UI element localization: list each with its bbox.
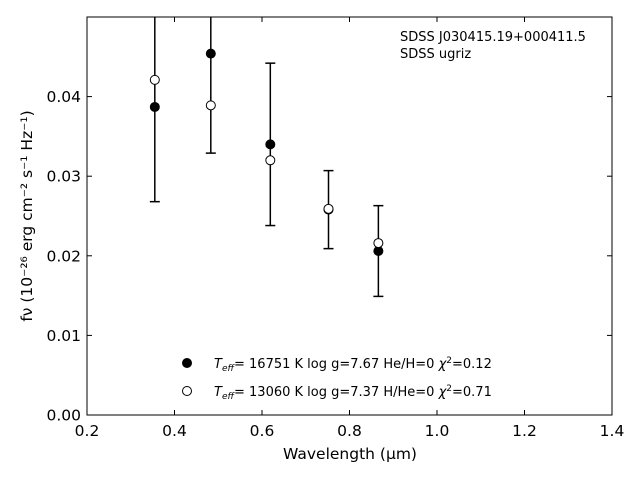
model-point-filled — [205, 48, 216, 59]
x-tick-label: 1.4 — [600, 422, 625, 440]
axis-ticks: 0.2 0.4 0.6 0.8 1.0 1.2 1.4 0.00 0.01 0.02 0.03 0.0… — [46, 17, 624, 440]
legend-label: Teff= 13060 K log g=7.37 H/He=0 χ2=0.71 — [214, 384, 492, 402]
legend-marker — [182, 358, 192, 368]
x-tick-label: 0.2 — [75, 422, 100, 440]
x-tick-label: 0.4 — [162, 422, 187, 440]
y-tick-label: 0.04 — [46, 88, 81, 106]
model-point-open — [205, 100, 216, 111]
y-tick-label: 0.02 — [46, 247, 81, 265]
model-point-open — [149, 74, 160, 85]
data-points — [149, 48, 384, 257]
annotation-object-name: SDSS J030415.19+000411.5 — [400, 30, 586, 45]
annotation-filter-set: SDSS ugriz — [400, 47, 471, 62]
x-tick-label: 0.8 — [337, 422, 362, 440]
legend-label: Teff= 16751 K log g=7.67 He/H=0 χ2=0.12 — [214, 356, 492, 374]
error-bars — [149, 17, 384, 298]
x-axis-title: Wavelength (μm) — [283, 445, 417, 463]
plot-frame — [86, 16, 613, 416]
legend: Teff= 16751 K log g=7.67 He/H=0 χ2=0.12 T… — [182, 356, 492, 402]
model-point-open — [373, 238, 384, 249]
model-point-filled — [149, 101, 160, 112]
model-point-open — [265, 155, 276, 166]
x-tick-label: 1.0 — [425, 422, 450, 440]
model-point-open — [323, 203, 334, 214]
x-tick-label: 0.6 — [250, 422, 275, 440]
model-point-filled — [265, 139, 276, 150]
y-tick-label: 0.03 — [46, 168, 81, 186]
legend-marker — [182, 386, 192, 396]
x-tick-label: 1.2 — [512, 422, 537, 440]
y-tick-label: 0.00 — [46, 407, 81, 425]
y-tick-label: 0.01 — [46, 327, 81, 345]
y-axis-title: fν (10⁻²⁶ erg cm⁻² s⁻¹ Hz⁻¹) — [18, 110, 36, 321]
